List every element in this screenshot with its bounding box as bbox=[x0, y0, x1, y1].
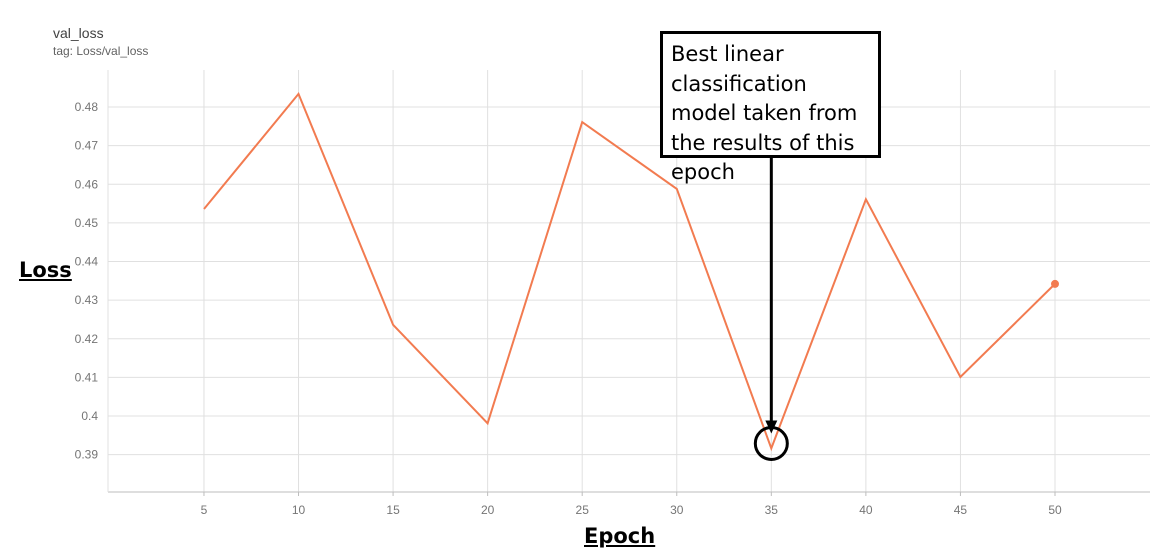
y-tick-label: 0.4 bbox=[81, 409, 98, 423]
highlight-circle bbox=[753, 425, 789, 461]
data-point bbox=[1051, 279, 1059, 288]
y-tick-label: 0.42 bbox=[75, 332, 99, 346]
y-tick-label: 0.44 bbox=[75, 255, 99, 269]
chart-title: val_loss bbox=[53, 25, 104, 41]
x-tick-label: 20 bbox=[481, 503, 495, 517]
y-tick-label: 0.48 bbox=[75, 100, 99, 114]
y-tick-label: 0.41 bbox=[75, 370, 99, 384]
x-tick-label: 30 bbox=[670, 503, 684, 517]
x-tick-label: 40 bbox=[859, 503, 873, 517]
grid bbox=[107, 70, 1150, 496]
x-tick-label: 50 bbox=[1048, 503, 1062, 517]
x-tick-labels: 5 10 15 20 25 30 35 40 45 50 bbox=[201, 503, 1062, 517]
chart-tag: tag: Loss/val_loss bbox=[53, 44, 149, 58]
y-tick-labels: 0.39 0.4 0.41 0.42 0.43 0.44 0.45 0.46 0.47 0.48 bbox=[75, 100, 99, 462]
x-tick-label: 25 bbox=[576, 503, 590, 517]
x-tick-label: 35 bbox=[765, 503, 779, 517]
x-tick-label: 10 bbox=[292, 503, 306, 517]
data-points bbox=[203, 93, 1059, 449]
series-line bbox=[203, 91, 1056, 452]
y-tick-label: 0.43 bbox=[75, 293, 99, 307]
y-tick-label: 0.46 bbox=[75, 177, 99, 191]
y-tick-label: 0.39 bbox=[75, 448, 99, 462]
annotation-arrow bbox=[753, 158, 789, 461]
annotation-box: Best linear classification model taken f… bbox=[660, 31, 881, 184]
y-tick-label: 0.45 bbox=[75, 216, 99, 230]
y-tick-label: 0.47 bbox=[75, 139, 99, 153]
x-tick-label: 45 bbox=[954, 503, 968, 517]
x-tick-label: 15 bbox=[386, 503, 400, 517]
x-tick-label: 5 bbox=[201, 503, 208, 517]
y-axis-label: Loss bbox=[19, 258, 72, 282]
x-axis-label: Epoch bbox=[584, 524, 656, 548]
